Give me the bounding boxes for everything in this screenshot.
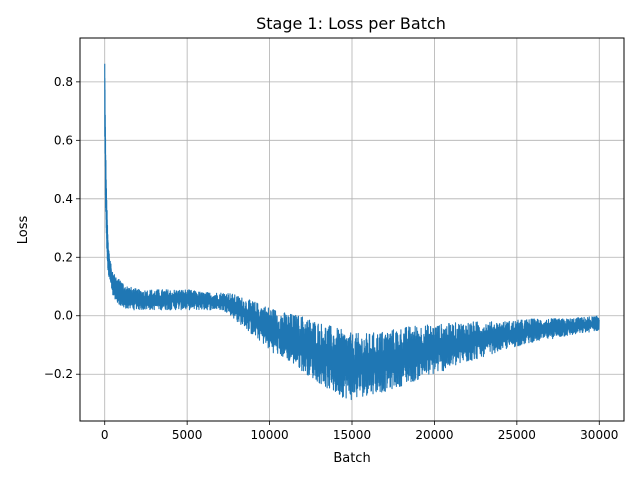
y-axis-label: Loss <box>16 216 31 245</box>
loss-series-line <box>104 63 600 401</box>
x-tick-label: 0 <box>101 428 109 442</box>
x-tick-label: 20000 <box>415 428 453 442</box>
y-tick-label: 0.6 <box>54 133 73 147</box>
x-tick-label: 25000 <box>498 428 536 442</box>
grid-lines <box>80 38 624 421</box>
x-axis: 0 5000 10000 15000 20000 25000 30000 <box>101 421 618 442</box>
y-tick-label: 0.8 <box>54 75 73 89</box>
chart-title: Stage 1: Loss per Batch <box>256 14 446 33</box>
series-area <box>104 63 600 401</box>
y-axis: −0.2 0.0 0.2 0.4 0.6 0.8 <box>44 75 80 381</box>
y-tick-label: −0.2 <box>44 367 73 381</box>
x-axis-label: Batch <box>333 451 370 466</box>
y-tick-label: 0.0 <box>54 309 73 323</box>
y-tick-label: 0.2 <box>54 250 73 264</box>
x-tick-label: 10000 <box>250 428 288 442</box>
x-tick-label: 15000 <box>333 428 371 442</box>
x-tick-label: 30000 <box>580 428 618 442</box>
x-tick-label: 5000 <box>172 428 203 442</box>
y-tick-label: 0.4 <box>54 192 73 206</box>
